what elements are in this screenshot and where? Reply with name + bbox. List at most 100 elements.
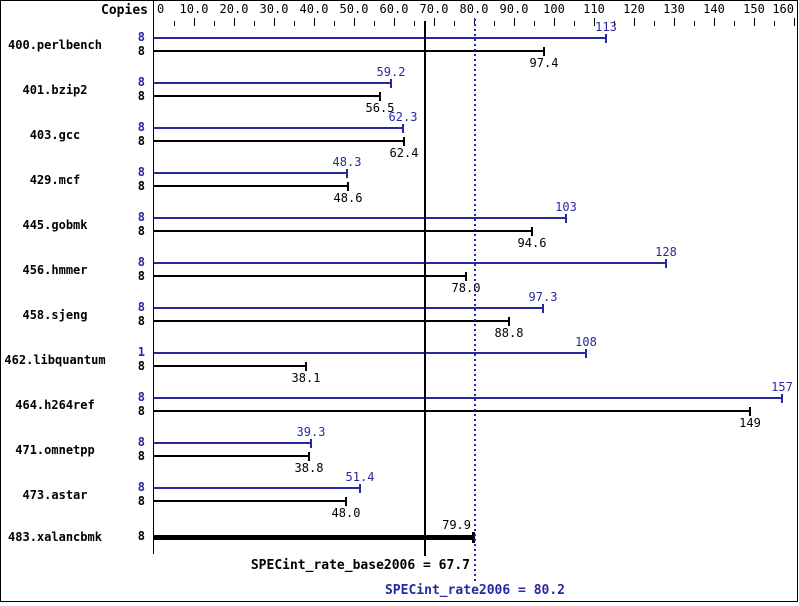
benchmark-label: 462.libquantum bbox=[4, 353, 106, 367]
peak-value-label: 62.3 bbox=[388, 110, 418, 124]
peak-copies-label: 1 bbox=[137, 345, 145, 359]
benchmark-label: 471.omnetpp bbox=[15, 443, 95, 457]
peak-bar-endcap bbox=[542, 304, 544, 313]
peak-value-label: 39.3 bbox=[296, 425, 326, 439]
peak-bar-endcap bbox=[585, 349, 587, 358]
base-copies-label: 8 bbox=[137, 359, 145, 373]
axis-minor-tick bbox=[374, 21, 375, 26]
axis-minor-tick bbox=[174, 21, 175, 26]
axis-tick-label: 150 bbox=[743, 2, 765, 16]
axis-tick-label: 40.0 bbox=[299, 2, 329, 16]
base-value-label: 79.9 bbox=[442, 518, 471, 532]
base-value-label: 97.4 bbox=[529, 56, 559, 70]
base-bar bbox=[154, 320, 509, 322]
axis-major-tick bbox=[514, 18, 515, 26]
benchmark-label: 400.perlbench bbox=[8, 38, 102, 52]
base-value-label: 56.5 bbox=[365, 101, 395, 115]
peak-bar bbox=[154, 82, 391, 84]
axis-minor-tick bbox=[214, 21, 215, 26]
peak-copies-label: 8 bbox=[137, 75, 145, 89]
peak-value-label: 97.3 bbox=[528, 290, 558, 304]
axis-tick-label: 30.0 bbox=[259, 2, 289, 16]
peak-copies-label: 8 bbox=[137, 210, 145, 224]
peak-bar bbox=[154, 352, 586, 354]
base-bar-endcap bbox=[347, 182, 349, 191]
base-value-label: 48.0 bbox=[331, 506, 361, 520]
single-bar bbox=[154, 535, 474, 540]
peak-copies-label: 8 bbox=[137, 30, 145, 44]
base-copies-label: 8 bbox=[137, 314, 145, 328]
base-bar bbox=[154, 140, 404, 142]
peak-reference-line bbox=[474, 19, 476, 583]
peak-copies-label: 8 bbox=[137, 300, 145, 314]
peak-value-label: 59.2 bbox=[376, 65, 406, 79]
peak-bar bbox=[154, 397, 782, 399]
peak-bar-endcap bbox=[390, 79, 392, 88]
axis-major-tick bbox=[634, 18, 635, 26]
benchmark-label: 401.bzip2 bbox=[22, 83, 88, 97]
peak-bar-endcap bbox=[565, 214, 567, 223]
axis-major-tick bbox=[554, 18, 555, 26]
peak-value-label: 108 bbox=[575, 335, 597, 349]
base-value-label: 38.1 bbox=[291, 371, 321, 385]
benchmark-label: 483.xalancbmk bbox=[8, 530, 102, 544]
base-bar-endcap bbox=[403, 137, 405, 146]
axis-tick-label: 60.0 bbox=[379, 2, 409, 16]
base-copies-label: 8 bbox=[137, 134, 145, 148]
benchmark-label: 464.h264ref bbox=[15, 398, 95, 412]
base-bar-endcap bbox=[379, 92, 381, 101]
peak-bar bbox=[154, 127, 403, 129]
base-bar-endcap bbox=[308, 452, 310, 461]
axis-tick-label: 50.0 bbox=[339, 2, 369, 16]
axis-minor-tick bbox=[334, 21, 335, 26]
peak-bar-endcap bbox=[605, 34, 607, 43]
axis-minor-tick bbox=[414, 21, 415, 26]
peak-copies-label: 8 bbox=[137, 120, 145, 134]
base-bar-endcap bbox=[305, 362, 307, 371]
base-bar bbox=[154, 455, 309, 457]
base-copies-label: 8 bbox=[137, 44, 145, 58]
peak-bar bbox=[154, 37, 606, 39]
axis-minor-tick bbox=[294, 21, 295, 26]
axis-minor-tick bbox=[574, 21, 575, 26]
base-bar-endcap bbox=[465, 272, 467, 281]
peak-value-label: 103 bbox=[555, 200, 577, 214]
base-value-label: 149 bbox=[739, 416, 761, 430]
axis-tick-label: 140 bbox=[703, 2, 725, 16]
base-bar-endcap bbox=[531, 227, 533, 236]
axis-minor-tick bbox=[654, 21, 655, 26]
axis-minor-tick bbox=[694, 21, 695, 26]
base-bar bbox=[154, 275, 466, 277]
benchmark-label: 403.gcc bbox=[29, 128, 81, 142]
peak-bar bbox=[154, 487, 360, 489]
peak-copies-label: 8 bbox=[137, 165, 145, 179]
base-rate-label: SPECint_rate_base2006 = 67.7 bbox=[250, 558, 470, 573]
benchmark-label: 445.gobmk bbox=[22, 218, 88, 232]
peak-value-label: 113 bbox=[595, 20, 617, 34]
axis-tick-label: 130 bbox=[663, 2, 685, 16]
base-value-label: 38.8 bbox=[294, 461, 324, 475]
axis-major-tick bbox=[714, 18, 715, 26]
base-copies-label: 8 bbox=[137, 269, 145, 283]
base-value-label: 94.6 bbox=[517, 236, 547, 250]
peak-value-label: 157 bbox=[771, 380, 793, 394]
peak-value-label: 128 bbox=[655, 245, 677, 259]
peak-bar-endcap bbox=[346, 169, 348, 178]
axis-major-tick bbox=[234, 18, 235, 26]
base-copies-label: 8 bbox=[137, 449, 145, 463]
axis-tick-label: 160 bbox=[772, 2, 794, 16]
peak-bar-endcap bbox=[665, 259, 667, 268]
base-copies-label: 8 bbox=[137, 494, 145, 508]
base-value-label: 78.0 bbox=[451, 281, 481, 295]
axis-major-tick bbox=[394, 18, 395, 26]
base-copies-label: 8 bbox=[137, 89, 145, 103]
peak-bar bbox=[154, 217, 566, 219]
base-bar bbox=[154, 410, 750, 412]
axis-tick-label: 90.0 bbox=[499, 2, 529, 16]
axis-major-tick bbox=[274, 18, 275, 26]
axis-minor-tick bbox=[534, 21, 535, 26]
peak-copies-label: 8 bbox=[137, 480, 145, 494]
peak-value-label: 48.3 bbox=[332, 155, 362, 169]
